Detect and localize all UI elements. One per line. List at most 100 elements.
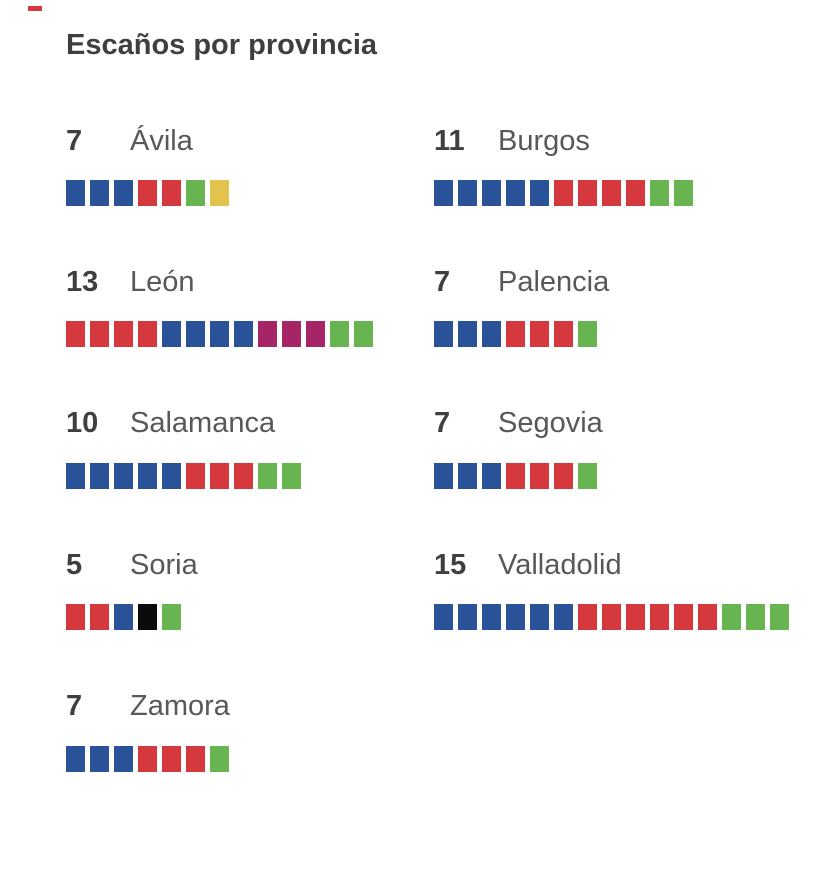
province-seat-count: 15: [434, 548, 467, 581]
seat-square-red: [186, 462, 205, 489]
seat-square-red: [66, 604, 85, 631]
seat-square-blue: [162, 462, 181, 489]
seat-square-blue: [90, 462, 109, 489]
province-name: Segovia: [498, 407, 603, 440]
seat-square-red: [578, 604, 597, 631]
seat-square-green: [282, 462, 301, 489]
seat-square-blue: [162, 321, 181, 348]
seat-square-blue: [434, 180, 453, 207]
province-label: 5 Soria: [66, 549, 434, 582]
province-block-palencia: 7 Palencia: [434, 266, 798, 348]
seat-square-red: [626, 180, 645, 207]
seat-square-red: [554, 180, 573, 207]
seat-square-green: [578, 462, 597, 489]
seat-squares: [66, 321, 434, 348]
province-name: Soria: [130, 548, 198, 581]
seat-square-green: [210, 745, 229, 772]
province-label: 7 Palencia: [434, 266, 798, 299]
seat-square-red: [90, 604, 109, 631]
seat-square-red: [138, 745, 157, 772]
seat-square-red: [506, 321, 525, 348]
seat-square-green: [578, 321, 597, 348]
seat-squares: [66, 745, 434, 772]
seat-square-blue: [530, 180, 549, 207]
seat-square-red: [626, 604, 645, 631]
seat-square-green: [258, 462, 277, 489]
seat-square-blue: [434, 462, 453, 489]
seat-squares: [66, 462, 434, 489]
seat-square-yellow: [210, 180, 229, 207]
seat-square-red: [66, 321, 85, 348]
seat-square-blue: [530, 604, 549, 631]
province-name: León: [130, 266, 195, 299]
province-name: Palencia: [498, 266, 610, 299]
seat-square-blue: [458, 604, 477, 631]
page-title: Escaños por provincia: [66, 29, 378, 61]
seats-by-province-panel: Escaños por provincia 7 Ávila 11 Burgos …: [66, 29, 798, 772]
province-label: 15 Valladolid: [434, 549, 798, 582]
seat-squares: [434, 462, 798, 489]
seat-square-blue: [458, 321, 477, 348]
seat-square-red: [186, 745, 205, 772]
province-block-burgos: 11 Burgos: [434, 125, 798, 207]
seat-square-red: [114, 321, 133, 348]
province-block-valladolid: 15 Valladolid: [434, 549, 798, 631]
province-seat-count: 7: [434, 407, 451, 440]
province-label: 10 Salamanca: [66, 407, 434, 440]
seat-squares: [66, 604, 434, 631]
seat-square-blue: [186, 321, 205, 348]
seat-square-green: [186, 180, 205, 207]
seat-square-black: [138, 604, 157, 631]
seat-square-blue: [138, 462, 157, 489]
province-seat-count: 11: [434, 124, 465, 157]
province-label: 11 Burgos: [434, 125, 798, 158]
seat-square-blue: [506, 180, 525, 207]
seat-square-blue: [66, 180, 85, 207]
seat-square-red: [530, 321, 549, 348]
seat-square-blue: [234, 321, 253, 348]
seat-square-red: [554, 462, 573, 489]
seat-squares: [434, 180, 798, 207]
seat-square-magenta: [282, 321, 301, 348]
seat-square-green: [770, 604, 789, 631]
province-label: 7 Ávila: [66, 125, 434, 158]
seat-square-green: [330, 321, 349, 348]
seat-square-red: [602, 604, 621, 631]
province-block-leon: 13 León: [66, 266, 434, 348]
seat-square-red: [234, 462, 253, 489]
seat-square-blue: [482, 321, 501, 348]
seat-square-blue: [458, 462, 477, 489]
seat-square-blue: [506, 604, 525, 631]
seat-square-green: [650, 180, 669, 207]
seat-square-blue: [90, 180, 109, 207]
province-seat-count: 5: [66, 548, 83, 581]
seat-square-red: [138, 321, 157, 348]
seat-square-red: [674, 604, 693, 631]
province-name: Burgos: [498, 124, 590, 157]
province-label: 7 Zamora: [66, 690, 434, 723]
province-name: Salamanca: [130, 407, 276, 440]
seat-square-blue: [210, 321, 229, 348]
seat-square-red: [162, 180, 181, 207]
province-seat-count: 7: [66, 124, 83, 157]
seat-square-red: [698, 604, 717, 631]
province-seat-count: 10: [66, 407, 99, 440]
seat-square-red: [162, 745, 181, 772]
province-seat-count: 7: [434, 266, 451, 299]
seat-square-blue: [114, 180, 133, 207]
province-name: Valladolid: [498, 548, 622, 581]
seat-square-red: [578, 180, 597, 207]
seat-square-magenta: [258, 321, 277, 348]
seat-square-blue: [434, 321, 453, 348]
seat-square-blue: [458, 180, 477, 207]
seat-square-blue: [114, 604, 133, 631]
seat-square-blue: [434, 604, 453, 631]
province-block-segovia: 7 Segovia: [434, 407, 798, 489]
seat-square-red: [506, 462, 525, 489]
province-label: 7 Segovia: [434, 407, 798, 440]
seat-square-blue: [554, 604, 573, 631]
province-grid: 7 Ávila 11 Burgos 13 León 7 Palencia: [66, 125, 798, 772]
province-name: Zamora: [130, 690, 230, 723]
province-seat-count: 13: [66, 266, 99, 299]
seat-square-blue: [482, 180, 501, 207]
